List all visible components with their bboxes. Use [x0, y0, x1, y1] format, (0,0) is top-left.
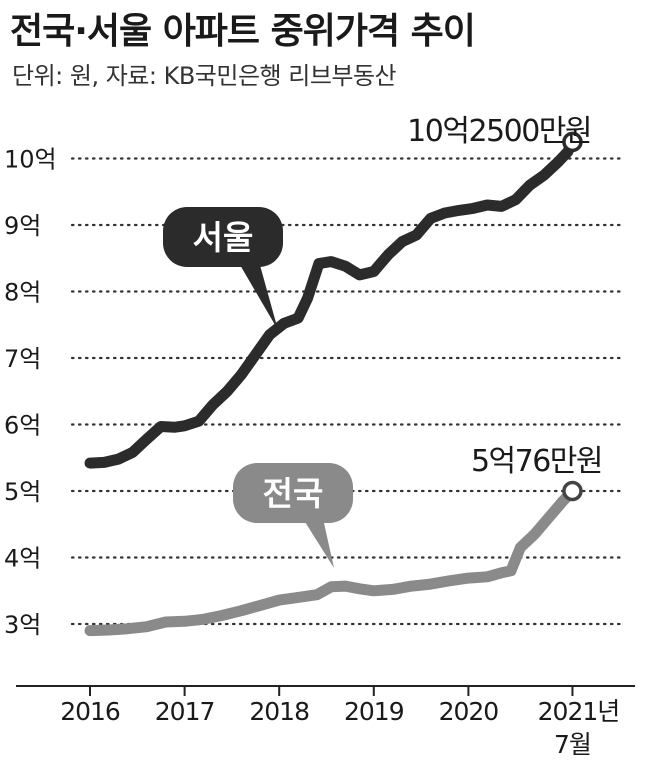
series-line-national: [84, 485, 578, 637]
y-tick-label: 7억: [4, 345, 41, 373]
y-tick-label: 9억: [4, 212, 41, 240]
callout-tail: [236, 258, 278, 330]
end-labels: 10억2500만원 5억76만원: [407, 114, 603, 479]
end-value-label: 10억2500만원: [407, 114, 591, 149]
y-tick-label: 6억: [4, 412, 41, 440]
gridlines: [70, 157, 627, 626]
callout-bubble: [163, 207, 283, 267]
series-line-seoul: [84, 136, 578, 469]
x-tick-label: 2021년: [538, 697, 620, 726]
end-value-label: 5억76만원: [471, 444, 602, 479]
x-tick-label: 2020: [439, 697, 499, 726]
series-lines: [84, 131, 583, 637]
y-tick-label: 10억: [4, 146, 57, 174]
x-tick-label: 7월: [554, 730, 591, 759]
y-tick-label: 5억: [4, 478, 41, 506]
x-tick-label: 2016: [60, 697, 120, 726]
chart-title: 전국·서울 아파트 중위가격 추이: [10, 11, 476, 52]
y-tick-label: 4억: [4, 545, 41, 573]
x-tick-label: 2019: [344, 697, 404, 726]
series-end-marker: [562, 480, 583, 502]
x-tick-label: 2018: [249, 697, 309, 726]
x-tick-label: 2017: [155, 697, 215, 726]
y-axis: 3억 4억 5억 6억 7억 8억 9억 10억: [4, 146, 57, 640]
series-name-label: 서울: [193, 218, 254, 257]
series-name-label: 전국: [263, 474, 324, 513]
callout-bubble: [233, 463, 353, 523]
chart-subtitle: 단위: 원, 자료: KB국민은행 리브부동산: [12, 62, 397, 90]
y-tick-label: 8억: [4, 279, 41, 307]
series-end-marker: [562, 131, 583, 153]
callout-national: 전국: [233, 463, 353, 568]
callout-tail: [300, 514, 334, 568]
y-tick-label: 3억: [4, 611, 41, 639]
callout-seoul: 서울: [163, 207, 283, 330]
x-axis: 2016 2017 2018 2019 2020 2021년 7월: [16, 685, 635, 759]
